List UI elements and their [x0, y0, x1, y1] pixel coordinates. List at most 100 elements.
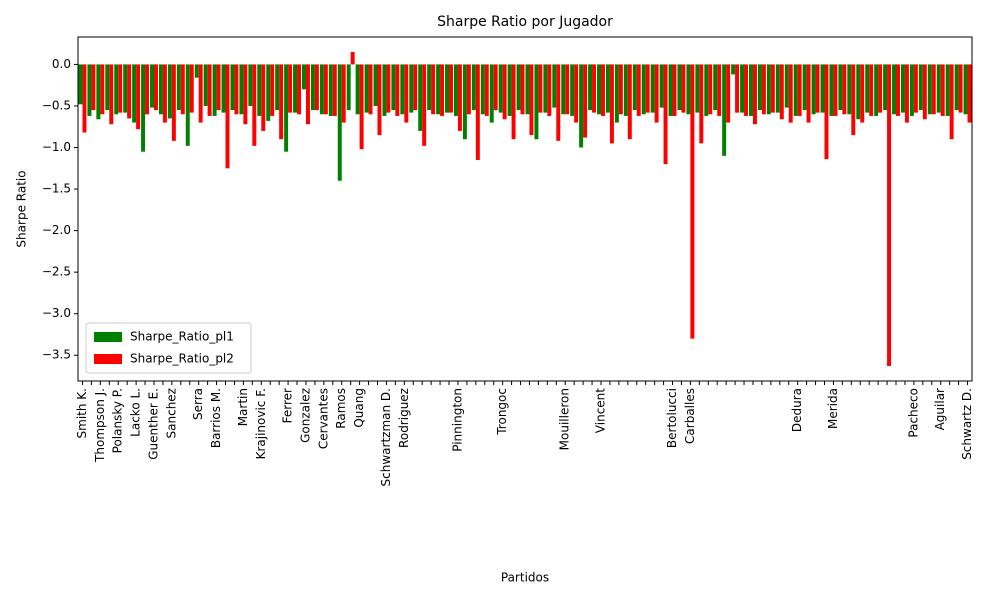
bar: [82, 64, 87, 133]
bar: [427, 64, 432, 111]
bar: [784, 64, 789, 108]
bar: [887, 64, 892, 367]
bar: [409, 64, 414, 113]
bar: [681, 64, 686, 113]
bar: [775, 64, 780, 113]
bar: [686, 64, 691, 115]
bar: [659, 64, 664, 108]
bar: [284, 64, 289, 152]
bar: [779, 64, 784, 120]
y-tick-label: −1.0: [42, 140, 71, 154]
bar: [520, 64, 525, 115]
bar: [471, 64, 476, 111]
x-tick-label: Polansky P.: [111, 388, 125, 453]
bar: [91, 64, 96, 111]
x-axis-label: Partidos: [501, 571, 549, 585]
bar: [346, 64, 351, 111]
bar: [788, 64, 793, 123]
bar: [297, 64, 302, 115]
bar: [949, 64, 954, 140]
bar: [275, 64, 280, 111]
x-tick-label: Quang: [352, 388, 366, 428]
bar: [740, 64, 745, 113]
bar: [735, 64, 740, 113]
legend-label: Sharpe_Ratio_pl2: [130, 352, 234, 366]
bar: [717, 64, 722, 116]
bar: [498, 64, 503, 113]
bar: [386, 64, 391, 113]
y-tick-label: −3.0: [42, 306, 71, 320]
x-tick-label: Trongoc: [495, 388, 509, 436]
bar: [668, 64, 673, 116]
bar: [288, 64, 293, 113]
bar: [579, 64, 584, 148]
bar: [940, 64, 945, 116]
bar: [592, 64, 597, 113]
x-tick-label: Smith K.: [75, 388, 89, 438]
bar: [708, 64, 713, 115]
bar: [650, 64, 655, 113]
bar: [480, 64, 485, 115]
bar: [279, 64, 284, 140]
bar: [967, 64, 972, 123]
bar: [310, 64, 315, 111]
bar: [319, 64, 324, 115]
bar: [860, 64, 865, 123]
bar: [493, 64, 498, 111]
y-tick-label: −0.5: [42, 98, 71, 112]
bar: [150, 64, 154, 108]
bar: [266, 64, 271, 121]
bar: [194, 64, 199, 78]
bar: [87, 64, 92, 116]
bar: [847, 64, 852, 115]
plot-frame: [77, 36, 973, 382]
bar: [377, 64, 382, 136]
bar: [731, 64, 736, 75]
bar: [766, 64, 771, 115]
x-tick-label: Bertolucci: [665, 388, 679, 448]
bar: [136, 64, 141, 130]
bar: [632, 64, 637, 111]
bar: [203, 64, 208, 106]
bar: [896, 64, 900, 116]
bar: [797, 64, 802, 116]
bar: [695, 64, 700, 113]
x-tick-label: Guenther E.: [146, 388, 160, 460]
y-axis-label: Sharpe Ratio: [15, 170, 29, 247]
bar: [462, 64, 467, 140]
bar: [141, 64, 146, 152]
bar: [516, 64, 521, 111]
bar: [963, 64, 968, 115]
bar: [449, 64, 453, 113]
bar: [672, 64, 677, 116]
bar: [395, 64, 400, 116]
bar: [314, 64, 319, 111]
bar: [391, 64, 396, 111]
bar: [158, 64, 163, 115]
bar: [355, 64, 360, 115]
bar: [293, 64, 298, 113]
bar: [556, 64, 561, 141]
y-tick-label: −3.5: [42, 348, 71, 362]
bar: [838, 64, 843, 111]
bar: [239, 64, 244, 115]
bar: [892, 64, 897, 115]
bar: [856, 64, 861, 120]
bar: [543, 64, 548, 113]
bar: [96, 64, 101, 120]
x-tick-label: Aguilar: [933, 388, 947, 430]
x-tick-label: Sanchez: [164, 388, 178, 438]
bar: [636, 64, 641, 116]
bar: [350, 51, 355, 65]
bar: [534, 64, 539, 140]
bar: [570, 64, 575, 116]
x-tick-label: Merida: [826, 388, 840, 429]
bar: [257, 64, 262, 116]
bar: [382, 64, 387, 116]
legend-label: Sharpe_Ratio_pl1: [130, 330, 234, 344]
bar: [78, 64, 83, 105]
bar: [368, 64, 373, 115]
bar: [909, 64, 914, 116]
bar: [145, 64, 150, 115]
bar: [436, 64, 441, 115]
